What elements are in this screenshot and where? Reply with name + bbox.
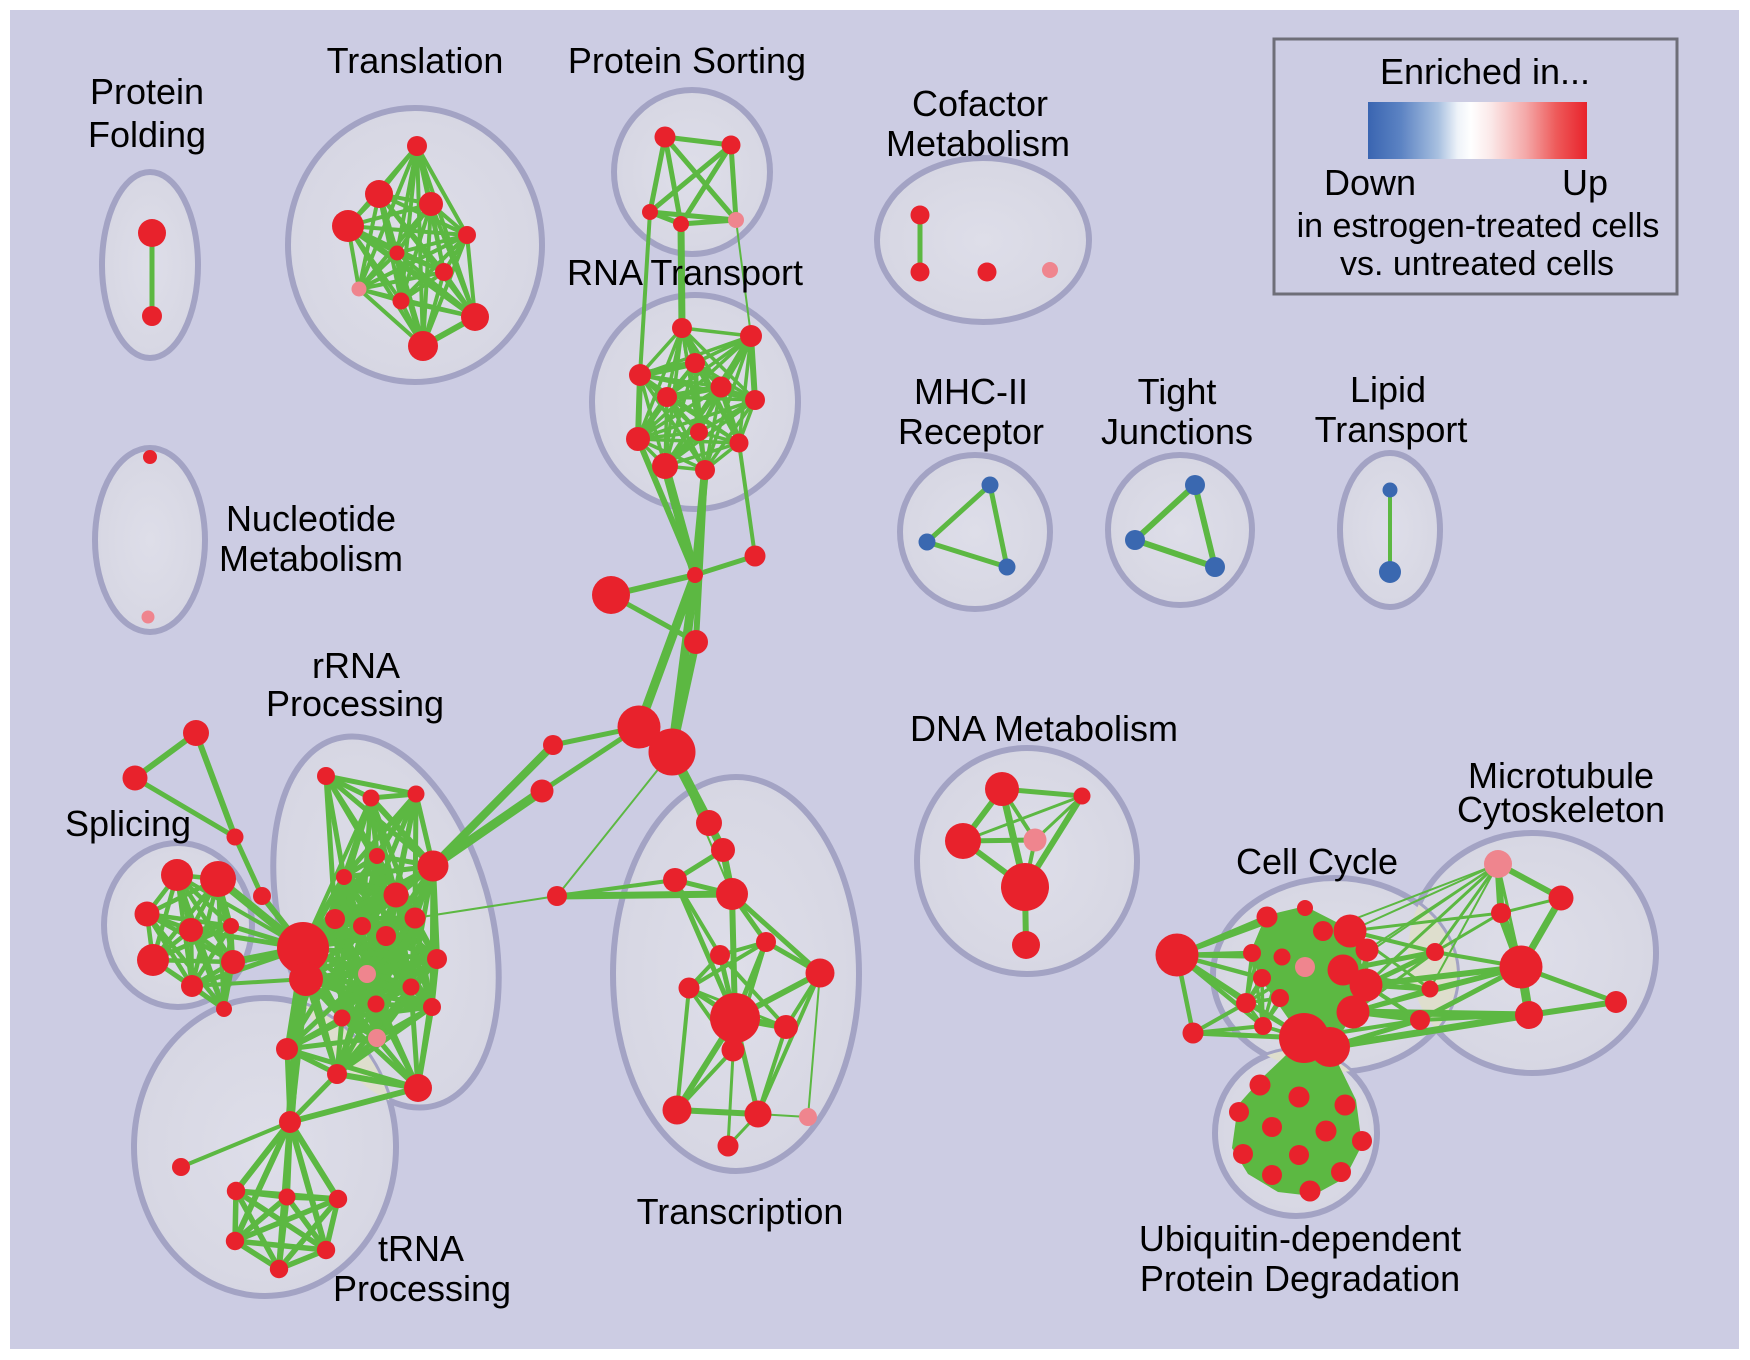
svg-text:Cell Cycle: Cell Cycle [1236,841,1398,882]
svg-text:Lipid: Lipid [1350,369,1426,410]
svg-text:Transport: Transport [1315,409,1468,450]
svg-text:Processing: Processing [333,1268,511,1309]
svg-text:Receptor: Receptor [898,411,1044,452]
svg-text:Protein Sorting: Protein Sorting [568,40,806,81]
svg-text:Protein Degradation: Protein Degradation [1140,1258,1460,1299]
svg-text:Metabolism: Metabolism [219,538,403,579]
svg-text:Nucleotide: Nucleotide [226,498,396,539]
svg-text:Up: Up [1562,162,1608,203]
svg-text:rRNA: rRNA [312,645,400,686]
svg-text:Cytoskeleton: Cytoskeleton [1457,789,1665,830]
svg-text:Splicing: Splicing [65,803,191,844]
svg-text:tRNA: tRNA [378,1228,464,1269]
svg-text:Translation: Translation [327,40,504,81]
svg-text:RNA Transport: RNA Transport [567,252,803,293]
svg-text:Metabolism: Metabolism [886,123,1070,164]
svg-text:Junctions: Junctions [1101,411,1253,452]
svg-text:Microtubule: Microtubule [1468,755,1654,796]
svg-text:Transcription: Transcription [637,1191,844,1232]
svg-text:DNA Metabolism: DNA Metabolism [910,708,1178,749]
svg-text:Processing: Processing [266,683,444,724]
svg-text:Cofactor: Cofactor [912,83,1048,124]
svg-text:in estrogen-treated cells: in estrogen-treated cells [1297,207,1660,245]
svg-text:MHC-II: MHC-II [914,371,1028,412]
svg-text:Tight: Tight [1138,371,1217,412]
svg-text:Ubiquitin-dependent: Ubiquitin-dependent [1139,1218,1461,1259]
svg-text:Enriched in...: Enriched in... [1380,51,1590,92]
svg-text:vs. untreated cells: vs. untreated cells [1340,245,1614,283]
svg-text:Down: Down [1324,162,1416,203]
svg-text:Protein: Protein [90,71,204,112]
svg-text:Folding: Folding [88,114,206,155]
